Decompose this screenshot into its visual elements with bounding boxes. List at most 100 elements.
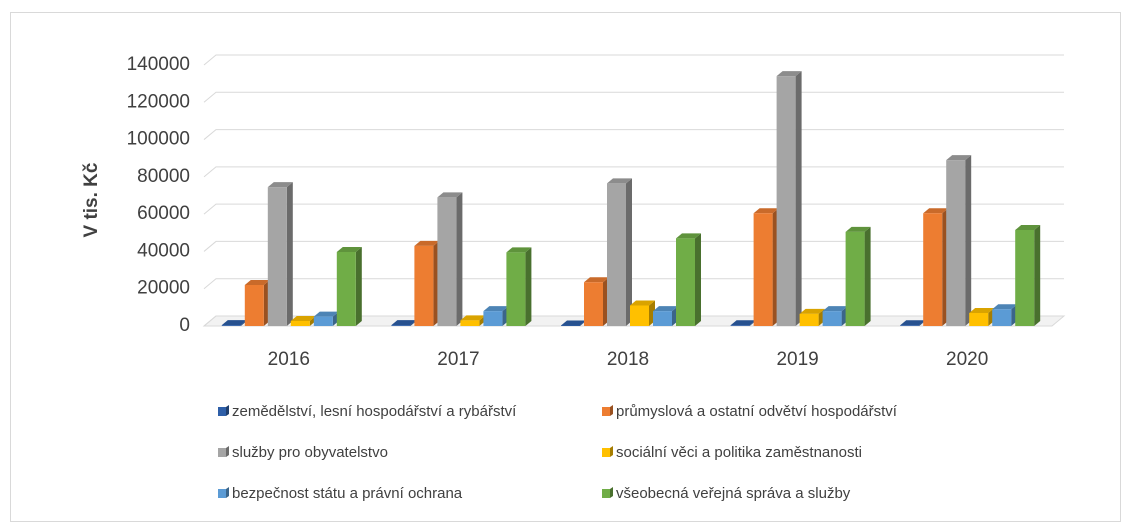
bar-front — [900, 325, 920, 326]
bar-front — [437, 197, 457, 326]
legend-swatch-side — [226, 405, 229, 416]
bar-top — [730, 320, 756, 326]
legend-swatch-side — [226, 487, 229, 498]
grid-line — [203, 129, 1064, 140]
legend-swatch — [218, 489, 226, 498]
bar-front — [483, 311, 503, 326]
legend-label: průmyslová a ostatní odvětví hospodářstv… — [616, 403, 898, 420]
bar — [630, 300, 655, 326]
legend-swatch-side — [226, 446, 229, 457]
x-tick-label: 2020 — [946, 349, 988, 370]
bar-top — [822, 306, 848, 312]
bar-top — [630, 300, 655, 306]
y-tick-label: 100000 — [127, 129, 190, 150]
bar-top — [676, 233, 701, 239]
bar-side — [864, 226, 871, 326]
bar-top — [460, 315, 486, 321]
bar — [460, 315, 486, 326]
legend-swatch — [218, 407, 226, 416]
y-tick-label: 0 — [179, 315, 190, 336]
bar — [1015, 224, 1041, 326]
bar — [923, 208, 949, 326]
bar-top — [776, 71, 802, 77]
bar-top — [414, 240, 440, 246]
bar-front — [414, 245, 434, 326]
bar-side — [355, 246, 362, 326]
bar-top — [267, 182, 293, 188]
bar — [946, 155, 972, 326]
bar-front — [653, 311, 672, 326]
bar-front — [336, 251, 356, 326]
bar-top — [1015, 224, 1041, 230]
bar-front — [267, 187, 287, 326]
grid-line — [203, 166, 1064, 178]
bar-front — [799, 313, 819, 326]
bar-top — [607, 178, 632, 184]
bar-top — [946, 155, 972, 161]
bar-front — [753, 213, 773, 326]
bar-top — [391, 320, 417, 326]
bar — [336, 246, 362, 326]
y-tick-label: 140000 — [127, 54, 190, 75]
legend-label: bezpečnost státu a právní ochrana — [232, 485, 463, 502]
bar — [290, 315, 316, 326]
bar-top — [969, 307, 995, 313]
grid-line — [203, 54, 1064, 66]
bar — [506, 247, 532, 326]
bar — [900, 320, 926, 326]
bar — [267, 182, 293, 326]
bar — [483, 306, 509, 326]
bar-top — [653, 306, 678, 312]
bar-side — [456, 192, 463, 326]
bar-side — [695, 233, 701, 326]
bar-top — [584, 277, 609, 283]
y-tick-label: 60000 — [137, 203, 190, 224]
bar-front — [391, 325, 411, 326]
bar-top — [506, 247, 532, 253]
bar-top — [753, 208, 779, 214]
bar-front — [630, 305, 649, 326]
bar — [845, 226, 871, 326]
bar-side — [795, 71, 802, 326]
bar-front — [221, 325, 241, 326]
bar — [676, 233, 701, 326]
legend-swatch — [218, 448, 226, 457]
bar-top — [221, 320, 247, 326]
legend-label: zemědělství, lesní hospodářství a rybářs… — [232, 403, 517, 420]
bar — [607, 178, 632, 326]
bar-top — [313, 311, 339, 317]
bar-side — [626, 178, 632, 326]
legend-swatch — [602, 448, 610, 457]
bar-front — [460, 320, 480, 326]
bar-side — [1034, 224, 1041, 326]
legend-label: sociální věci a politika zaměstnanosti — [616, 444, 862, 461]
bar-side — [965, 155, 972, 326]
legend-swatch — [602, 407, 610, 416]
bar-top — [290, 315, 316, 321]
bar-top — [561, 320, 586, 326]
bar — [969, 307, 995, 326]
bar-top — [437, 192, 463, 198]
legend-swatch-side — [610, 405, 613, 416]
y-tick-label: 20000 — [137, 278, 190, 299]
legend-swatch — [602, 489, 610, 498]
bar-top — [923, 208, 949, 214]
bar-front — [992, 309, 1012, 326]
bar-front — [506, 252, 526, 326]
bar — [753, 208, 779, 326]
bar-front — [676, 238, 695, 326]
bar-top — [799, 308, 825, 314]
bar-front — [946, 160, 966, 326]
y-tick-label: 40000 — [137, 240, 190, 261]
bar — [799, 308, 825, 326]
grid-line — [203, 91, 1064, 103]
x-tick-label: 2016 — [268, 349, 310, 370]
bar-top — [845, 226, 871, 232]
legend-label: všeobecná veřejná správa a služby — [616, 485, 851, 502]
legend-swatch-side — [610, 487, 613, 498]
bar-side — [286, 182, 293, 326]
bar-front — [607, 183, 626, 326]
bar-top — [336, 246, 362, 252]
y-tick-label: 80000 — [137, 166, 190, 187]
bar-top — [900, 320, 926, 326]
